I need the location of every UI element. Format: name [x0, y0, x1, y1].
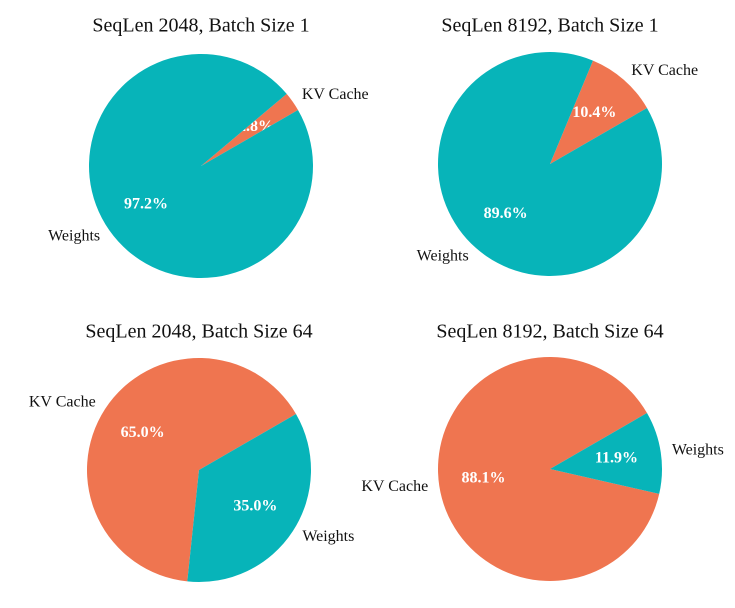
pie-slice [201, 93, 298, 166]
slice-label: KV Cache [302, 86, 369, 103]
value-label: 11.9% [595, 450, 638, 467]
pie-slice [87, 358, 296, 582]
pie-slice [88, 53, 313, 279]
slice-label: Weights [48, 227, 100, 244]
pie-slice [550, 413, 662, 494]
chart-title: SeqLen 8192, Batch Size 64 [436, 321, 663, 343]
value-label: 35.0% [233, 497, 277, 514]
pie-slice [438, 52, 663, 277]
value-label: 89.6% [484, 205, 528, 222]
chart-title: SeqLen 2048, Batch Size 1 [92, 15, 309, 37]
slice-label: KV Cache [361, 478, 428, 495]
value-label: 65.0% [121, 424, 165, 441]
chart-title: SeqLen 8192, Batch Size 1 [441, 15, 658, 37]
slice-label: KV Cache [631, 62, 698, 79]
value-label: 97.2% [124, 195, 168, 212]
slice-label: KV Cache [29, 394, 96, 411]
slice-label: Weights [672, 441, 724, 458]
pie-slice [438, 357, 660, 582]
value-label: 88.1% [462, 470, 506, 487]
pie-slice [187, 414, 312, 582]
slice-label: Weights [302, 528, 354, 545]
chart-title: SeqLen 2048, Batch Size 64 [85, 321, 312, 343]
slice-label: Weights [417, 247, 469, 264]
pie-slice [550, 60, 647, 164]
value-label: 10.4% [572, 104, 616, 121]
